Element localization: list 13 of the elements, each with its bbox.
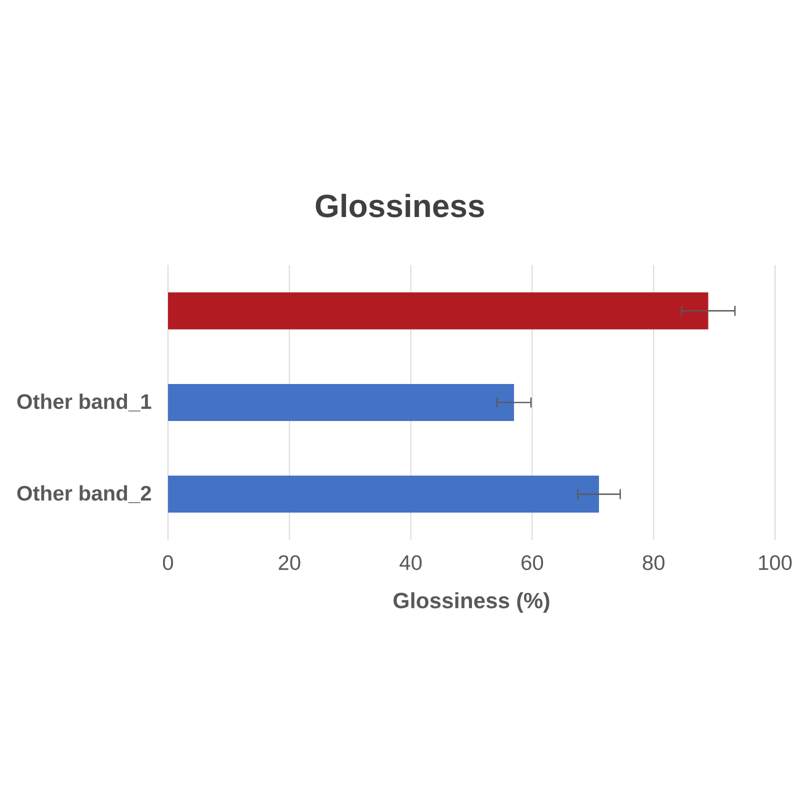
y-tick-label: Other band_2 xyxy=(17,485,151,504)
x-tick-label: 40 xyxy=(400,555,422,570)
x-axis-title: Glossiness (%) xyxy=(394,592,550,613)
x-tick-label: 60 xyxy=(522,555,544,570)
x-tick-label: 20 xyxy=(278,555,300,570)
bar xyxy=(168,384,514,421)
x-tick-label: 100 xyxy=(759,555,792,570)
x-tick-label: 80 xyxy=(642,555,664,570)
bar xyxy=(168,476,599,513)
chart-title: Glossiness xyxy=(316,194,484,218)
y-tick-label: Other band_1 xyxy=(17,394,152,412)
bar xyxy=(168,292,708,330)
x-tick-label: 0 xyxy=(162,555,174,570)
